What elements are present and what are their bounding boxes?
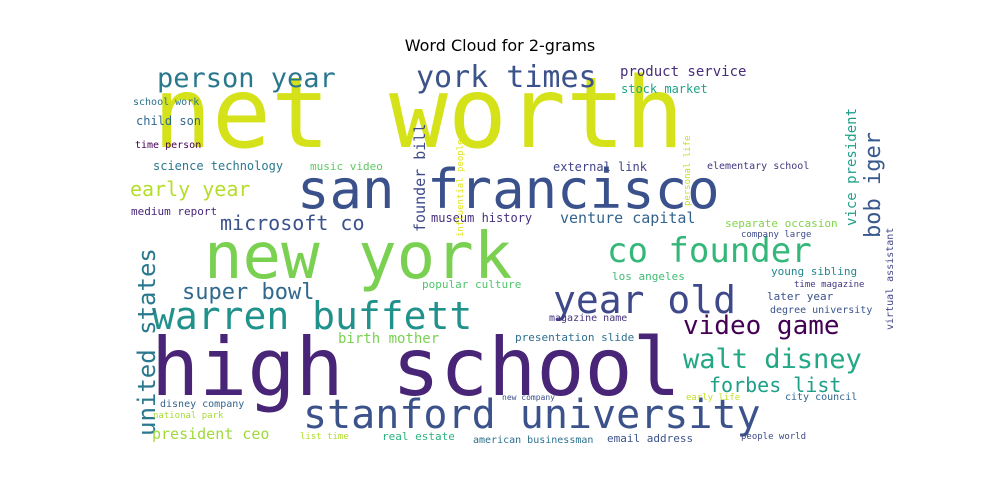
word-bob-iger: bob iger [861,132,886,238]
word-san-francisco: san francisco [297,158,720,221]
word-founder-bill: founder bill [411,124,429,232]
word-york-times: york times [416,60,597,95]
word-presentation-slide: presentation slide [515,331,634,344]
word-forbes-list: forbes list [709,373,841,397]
word-personal-life: personal life [683,136,693,206]
word-american-businessman: american businessman [473,435,593,446]
word-united-states: united states [133,248,161,436]
word-super-bowl: super bowl [182,280,314,305]
word-early-life: early life [686,393,740,403]
word-vice-president: vice president [844,108,860,226]
word-degree-university: degree university [770,305,872,316]
word-child-son: child son [136,114,201,128]
chart-title: Word Cloud for 2-grams [404,36,596,55]
word-year-old: year old [553,278,736,322]
word-people-world: people world [741,432,806,442]
word-new-company: new company [502,393,555,402]
word-young-sibling: young sibling [771,265,857,278]
word-new-york: new york [204,220,512,294]
word-museum-history: museum history [431,211,532,225]
word-email-address: email address [607,432,693,445]
word-disney-company: disney company [160,399,244,410]
word-school-work: school work [133,97,199,108]
word-city-council: city council [785,392,857,403]
word-science-technology: science technology [153,159,283,173]
word-virtual-assistant: virtual assistant [885,228,896,330]
word-microsoft-co: microsoft co [220,211,365,235]
word-president-ceo: president ceo [152,425,269,443]
word-high-school: high school [151,321,681,414]
word-time-person: time person [135,140,201,151]
word-later-year: later year [767,290,834,303]
word-person-year: person year [157,63,336,94]
word-los-angeles: los angeles [612,270,685,283]
word-net-worth: net worth [153,57,684,171]
word-co-founder: co founder [607,231,812,271]
word-company-large: company large [741,230,811,240]
word-birth-mother: birth mother [338,331,439,347]
word-walt-disney: walt disney [683,344,862,375]
word-time-magazine: time magazine [794,280,864,290]
word-early-year: early year [130,177,250,201]
word-venture-capital: venture capital [560,209,695,227]
word-popular-culture: popular culture [422,278,521,291]
word-stock-market: stock market [621,82,708,96]
word-video-game: video game [683,311,840,341]
word-elementary-school: elementary school [707,161,809,172]
word-warren-buffett: warren buffett [152,294,472,338]
word-real-estate: real estate [382,430,455,443]
word-list-time: list time [300,432,349,442]
word-external-link: external link [553,160,648,174]
word-medium-report: medium report [131,205,217,218]
word-national-park: national park [153,411,224,421]
word-music-video: music video [310,160,383,173]
word-separate-occasion: separate occasion [725,217,838,230]
word-influential-people: influential people [456,139,466,237]
word-stanford-university: stanford university [303,392,761,438]
word-product-service: product service [620,64,746,80]
word-magazine-name: magazine name [549,313,627,324]
